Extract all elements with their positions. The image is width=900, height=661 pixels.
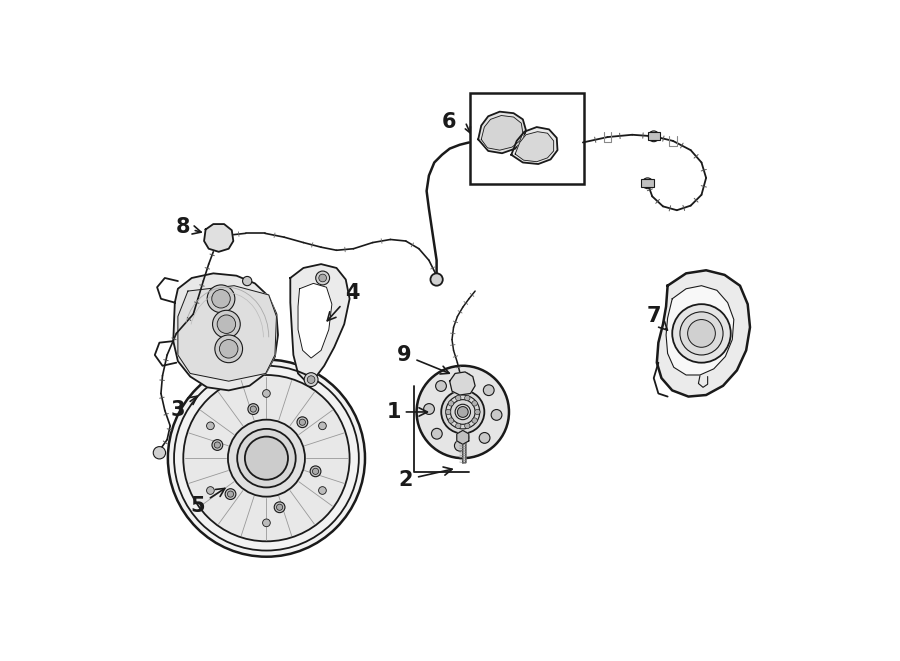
Circle shape — [215, 335, 243, 363]
Circle shape — [319, 486, 327, 494]
Text: 8: 8 — [176, 217, 201, 237]
Circle shape — [243, 276, 252, 286]
Text: 3: 3 — [171, 396, 197, 420]
Bar — [642, 179, 653, 187]
Circle shape — [276, 504, 283, 510]
Polygon shape — [204, 224, 233, 252]
Circle shape — [430, 274, 443, 286]
Polygon shape — [478, 112, 526, 153]
Text: 6: 6 — [441, 112, 456, 132]
Circle shape — [672, 304, 731, 363]
Polygon shape — [291, 264, 349, 381]
Polygon shape — [511, 127, 557, 164]
Text: 4: 4 — [328, 284, 359, 321]
Circle shape — [648, 131, 659, 141]
Circle shape — [424, 404, 435, 414]
Polygon shape — [515, 132, 554, 162]
Circle shape — [472, 401, 477, 406]
Circle shape — [319, 274, 327, 282]
Polygon shape — [457, 430, 469, 444]
Circle shape — [472, 418, 477, 423]
Polygon shape — [298, 284, 332, 358]
Circle shape — [238, 429, 296, 487]
Circle shape — [184, 375, 349, 541]
Circle shape — [168, 360, 365, 557]
Polygon shape — [174, 274, 278, 391]
Text: 5: 5 — [191, 488, 225, 516]
Circle shape — [212, 310, 240, 338]
Text: 7: 7 — [646, 307, 668, 330]
Circle shape — [319, 422, 327, 430]
Circle shape — [312, 468, 319, 475]
Circle shape — [446, 409, 451, 414]
Circle shape — [310, 466, 321, 477]
Circle shape — [207, 285, 235, 313]
Circle shape — [448, 418, 454, 423]
Circle shape — [207, 486, 214, 494]
Circle shape — [464, 395, 470, 401]
Circle shape — [431, 428, 442, 439]
Circle shape — [455, 395, 461, 401]
Circle shape — [300, 419, 305, 425]
Circle shape — [464, 423, 470, 428]
Circle shape — [212, 290, 230, 308]
Circle shape — [228, 420, 305, 496]
Text: 9: 9 — [397, 345, 449, 374]
Circle shape — [417, 366, 509, 458]
Circle shape — [455, 423, 461, 428]
Polygon shape — [657, 270, 750, 397]
Circle shape — [217, 315, 236, 333]
Circle shape — [212, 440, 222, 450]
Circle shape — [274, 502, 285, 513]
Circle shape — [153, 447, 166, 459]
Circle shape — [457, 407, 468, 417]
Circle shape — [263, 519, 270, 527]
Polygon shape — [666, 286, 734, 375]
Circle shape — [436, 381, 446, 391]
Circle shape — [643, 178, 653, 188]
Circle shape — [454, 440, 465, 451]
Bar — [471, 93, 584, 184]
Circle shape — [225, 488, 236, 500]
Circle shape — [207, 422, 214, 430]
Circle shape — [483, 385, 494, 395]
Circle shape — [297, 417, 308, 428]
Text: 1: 1 — [386, 402, 427, 422]
Polygon shape — [178, 286, 276, 381]
Circle shape — [248, 404, 258, 414]
Circle shape — [441, 391, 484, 434]
Circle shape — [228, 491, 234, 497]
Circle shape — [214, 442, 220, 448]
Circle shape — [456, 431, 469, 444]
Circle shape — [304, 373, 318, 387]
Bar — [648, 132, 660, 140]
Circle shape — [680, 312, 723, 355]
Circle shape — [474, 409, 480, 414]
Circle shape — [263, 389, 270, 397]
Circle shape — [448, 401, 454, 406]
Circle shape — [688, 319, 716, 347]
Polygon shape — [450, 372, 475, 395]
Circle shape — [245, 437, 288, 480]
Circle shape — [220, 340, 238, 358]
Circle shape — [461, 373, 471, 383]
Text: 2: 2 — [399, 467, 452, 490]
Circle shape — [491, 410, 502, 420]
Circle shape — [250, 406, 256, 412]
Polygon shape — [482, 116, 523, 150]
Polygon shape — [458, 435, 467, 463]
Circle shape — [316, 271, 329, 285]
Circle shape — [307, 375, 315, 383]
Circle shape — [479, 432, 490, 444]
